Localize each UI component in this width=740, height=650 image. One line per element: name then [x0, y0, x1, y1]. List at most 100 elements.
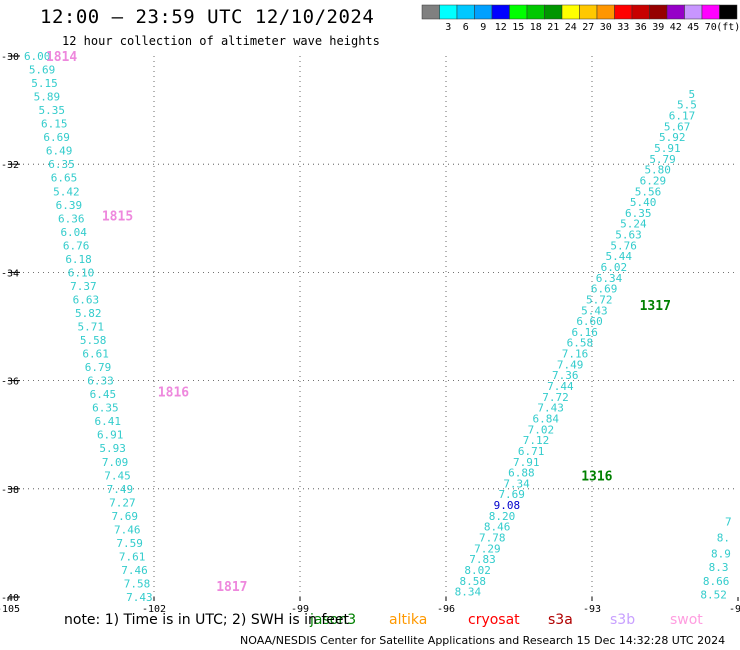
colorbar: 3 6 9 12 15 18 21 24 27 30 33 36 39 42 45 70 (ft): [421, 4, 740, 33]
swh-label: 6.00: [24, 50, 51, 63]
colorbar-swatch: [631, 4, 650, 20]
colorbar-tick-label: 24: [565, 22, 577, 33]
swh-label: 6.04: [60, 226, 87, 239]
legend-altika: altika: [389, 612, 428, 628]
swh-label: 6.91: [97, 429, 124, 442]
swh-label: 6.65: [51, 172, 78, 185]
swh-label: 8.66: [703, 575, 730, 588]
swh-label: 8.46: [484, 521, 511, 534]
colorbar-tick-label: 15: [512, 22, 524, 33]
swh-label: 7.78: [479, 531, 506, 544]
swh-label: 8.3: [709, 561, 729, 574]
swh-label: 5.58: [80, 334, 107, 347]
swh-label: 6.18: [65, 253, 92, 266]
swh-label: 6.02: [601, 261, 628, 274]
colorbar-swatch: [439, 4, 458, 20]
colorbar-tick-label: 39: [652, 22, 664, 33]
colorbar-swatch: [596, 4, 615, 20]
note-text: note: 1) Time is in UTC; 2) SWH is in fe…: [64, 612, 350, 628]
swh-label: 5.42: [53, 185, 80, 198]
colorbar-swatch: [684, 4, 703, 20]
swh-label: 6.45: [90, 388, 117, 401]
legend-jason3: jason3: [310, 612, 357, 628]
swh-label: 5.82: [75, 307, 102, 320]
swh-label: 7.27: [109, 496, 136, 509]
swh-label: 8.9: [711, 548, 731, 561]
swh-label: 6.84: [533, 412, 560, 425]
swh-label: 7.43: [126, 591, 153, 604]
x-tick-label: -93: [583, 604, 601, 615]
legend-s3a: s3a: [548, 612, 573, 628]
swh-label: 5.91: [654, 142, 681, 155]
swh-label: 5.93: [99, 442, 126, 455]
swh-label: 7.36: [552, 369, 579, 382]
swh-label: 7.72: [542, 391, 569, 404]
swh-label: 5.89: [34, 91, 61, 104]
swh-label: 7.91: [513, 456, 540, 469]
colorbar-tick-label: 9: [480, 22, 486, 33]
x-tick-label: -99: [291, 604, 309, 615]
swh-label: 8.20: [489, 510, 516, 523]
colorbar-unit: (ft): [716, 22, 740, 33]
x-tick-label: -96: [437, 604, 455, 615]
swh-label: 8.02: [464, 564, 491, 577]
colorbar-tick-label: 6: [463, 22, 469, 33]
colorbar-swatch: [421, 4, 440, 20]
track-jason3: 8.348.588.027.837.297.788.468.209.087.69…: [455, 88, 697, 599]
colorbar-swatch: [579, 4, 598, 20]
colorbar-swatch: [719, 4, 738, 20]
track-time-label: 1814: [46, 50, 77, 65]
swh-label: 6.35: [48, 158, 75, 171]
swh-label: 6.49: [46, 145, 73, 158]
y-tick-label: -38: [1, 485, 19, 496]
colorbar-tick-label: 12: [495, 22, 507, 33]
swh-label: 7.37: [70, 280, 97, 293]
colorbar-swatch: [701, 4, 720, 20]
swh-label: 6.10: [68, 266, 95, 279]
swh-label: 7.58: [124, 577, 151, 590]
y-tick-label: -40: [1, 593, 19, 604]
swh-label: 7.12: [523, 434, 550, 447]
swh-label: 7.02: [528, 423, 555, 436]
swh-label: 6.63: [73, 293, 100, 306]
swh-label: 6.33: [87, 375, 114, 388]
colorbar-tick-label: 30: [600, 22, 612, 33]
swh-label: 6.41: [95, 415, 122, 428]
swh-label: 6.69: [43, 131, 70, 144]
swh-label: 7.44: [547, 380, 574, 393]
swh-label: 5.72: [586, 293, 613, 306]
swh-label: 5.71: [77, 321, 104, 334]
swh-label: 6.36: [58, 212, 85, 225]
swh-label: 5.80: [644, 164, 671, 177]
swh-label: 8.34: [455, 586, 482, 599]
colorbar-swatch: [666, 4, 685, 20]
y-tick-label: -32: [1, 160, 19, 171]
swh-label: 7.49: [107, 483, 134, 496]
swh-label: 5.79: [649, 153, 676, 166]
colorbar-swatch: [544, 4, 563, 20]
swh-label: 7.29: [474, 542, 501, 555]
swh-label: 5.43: [581, 304, 608, 317]
swh-label: 5.67: [664, 120, 691, 133]
colorbar-tick-label: 36: [635, 22, 647, 33]
x-tick-label: -102: [142, 604, 166, 615]
colorbar-swatch: [614, 4, 633, 20]
swh-label: 6.61: [82, 348, 109, 361]
swh-label: 6.69: [591, 283, 618, 296]
colorbar-tick-label: 70: [705, 22, 717, 33]
swh-label: 6.29: [640, 174, 667, 187]
track-edge: 7 8. 8.98.38.668.52: [700, 515, 731, 601]
satellite-legend: jason3 altika cryosat s3a s3b swot: [0, 612, 740, 630]
swh-label: 7.09: [102, 456, 129, 469]
swh-label: 6.16: [571, 326, 598, 339]
track-time-label: 1816: [158, 385, 189, 400]
swh-label: 5.76: [610, 239, 637, 252]
swh-label: 7.69: [498, 488, 525, 501]
swh-label: 6.58: [567, 337, 594, 350]
legend-s3b: s3b: [610, 612, 636, 628]
colorbar-swatch: [509, 4, 528, 20]
legend-cryosat: cryosat: [468, 612, 520, 628]
chart-title: 12:00 – 23:59 UTC 12/10/2024: [40, 6, 375, 28]
colorbar-swatch: [491, 4, 510, 20]
swh-label: 7: [725, 515, 732, 528]
